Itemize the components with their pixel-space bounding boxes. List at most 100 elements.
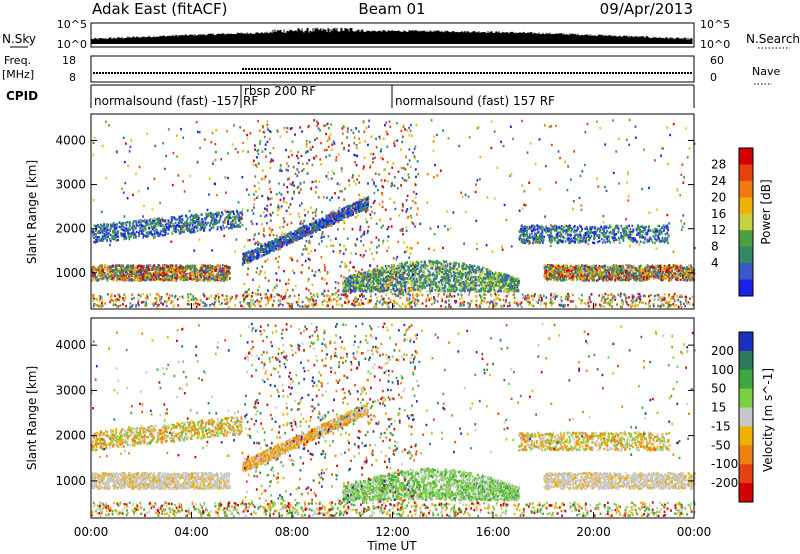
echo-cell: [628, 267, 631, 271]
echo-cell: [573, 274, 576, 277]
echo-cell: [182, 269, 184, 272]
echo-cell: [571, 272, 573, 275]
freq-point: [357, 72, 359, 74]
echo-cell: [370, 299, 372, 302]
echo-cell: [114, 294, 116, 298]
echo-cell: [521, 224, 523, 227]
echo-cell: [565, 271, 568, 275]
echo-cell: [683, 266, 686, 270]
echo-cell: [469, 302, 472, 306]
freq-point: [96, 72, 98, 74]
echo-cell: [493, 305, 496, 308]
freq-point: [291, 72, 293, 74]
echo-cell: [675, 276, 678, 279]
echo-cell: [686, 268, 688, 272]
echo-cell: [625, 231, 628, 234]
echo-cell: [638, 277, 641, 280]
echo-cell: [622, 274, 625, 278]
echo-cell: [156, 303, 159, 307]
echo-cell: [479, 294, 481, 297]
echo-cell: [583, 301, 586, 305]
echo-cell: [629, 227, 632, 231]
echo-cell: [231, 296, 233, 299]
echo-cell: [137, 265, 140, 268]
echo-cell: [147, 232, 150, 235]
echo-cell: [577, 266, 580, 270]
echo-cell: [655, 267, 658, 271]
echo-cell: [687, 264, 690, 267]
echo-cell: [321, 300, 324, 304]
echo-cell: [610, 293, 613, 296]
echo-cell: [102, 276, 105, 280]
echo-cell: [600, 274, 603, 277]
echo-cell: [197, 278, 200, 281]
echo-cell: [622, 270, 624, 273]
echo-cell: [631, 266, 634, 269]
echo-cell: [316, 295, 319, 298]
echo-cell: [179, 296, 181, 299]
echo-cell: [578, 272, 581, 275]
echo-cell: [487, 300, 489, 304]
echo-cell: [552, 276, 554, 279]
echo-cell: [190, 222, 193, 225]
echo-cell: [657, 274, 660, 277]
echo-cell: [608, 277, 611, 280]
echo-cell: [659, 305, 662, 308]
echo-cell: [303, 305, 306, 308]
echo-cell: [124, 268, 126, 271]
echo-cell: [115, 265, 117, 268]
echo-cell: [184, 266, 187, 270]
freq-point: [93, 72, 95, 74]
echo-cell: [189, 221, 191, 224]
echo-cell: [297, 297, 300, 301]
echo-cell: [309, 298, 312, 301]
freq-point: [222, 72, 224, 74]
echo-cell: [558, 225, 561, 229]
echo-cell: [627, 303, 630, 307]
echo-cell: [639, 298, 642, 301]
echo-cell: [209, 278, 212, 281]
echo-cell: [135, 222, 138, 225]
echo-cell: [580, 269, 583, 272]
freq-point: [219, 72, 221, 74]
freq-point: [225, 72, 227, 74]
echo-cell: [591, 274, 594, 277]
nave-tick-top: 60: [710, 54, 724, 67]
freq-point: [195, 72, 197, 74]
echo-cell: [672, 295, 675, 298]
echo-cell: [620, 269, 622, 272]
echo-cell: [549, 274, 552, 277]
freq-point: [684, 72, 686, 74]
freq-point: [285, 72, 287, 74]
echo-cell: [139, 227, 142, 230]
echo-cell: [588, 298, 591, 302]
echo-cell: [691, 270, 694, 274]
echo-cell: [313, 303, 316, 307]
echo-cell: [209, 224, 211, 227]
echo-cell: [679, 278, 682, 281]
echo-cell: [650, 293, 652, 297]
echo-cell: [192, 295, 194, 298]
echo-cell: [626, 266, 629, 270]
echo-cell: [125, 305, 127, 308]
echo-cell: [406, 297, 408, 300]
echo-cell: [151, 302, 154, 305]
echo-cell: [163, 230, 165, 233]
echo-cell: [104, 302, 106, 305]
echo-cell: [649, 299, 651, 302]
echo-cell: [632, 237, 634, 240]
echo-cell: [166, 300, 168, 303]
echo-cell: [162, 230, 164, 233]
echo-cell: [587, 305, 590, 308]
echo-cell: [622, 278, 624, 281]
echo-cell: [107, 269, 110, 272]
echo-cell: [240, 304, 242, 307]
echo-cell: [673, 298, 676, 301]
echo-cell: [205, 212, 208, 215]
echo-cell: [549, 241, 552, 244]
echo-cell: [522, 226, 524, 229]
echo-cell: [165, 226, 168, 229]
echo-cell: [192, 274, 195, 278]
echo-cell: [660, 272, 662, 276]
echo-cell: [416, 295, 419, 298]
